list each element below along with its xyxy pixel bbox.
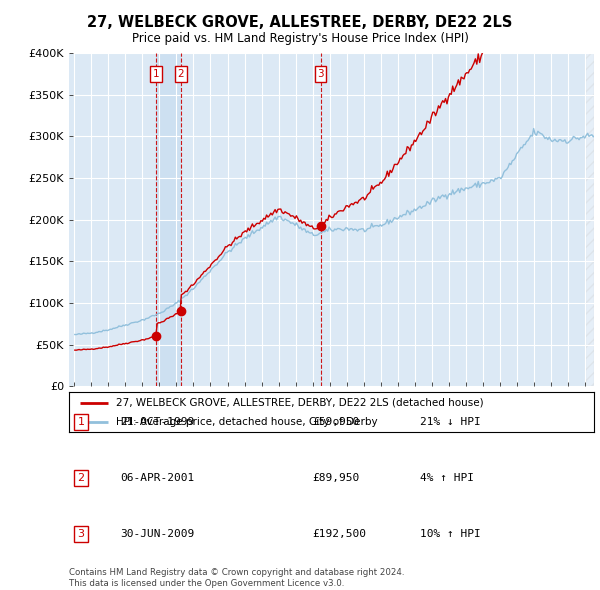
Bar [586,53,594,386]
Text: 06-APR-2001: 06-APR-2001 [120,473,194,483]
Text: 21% ↓ HPI: 21% ↓ HPI [420,417,481,427]
Text: £59,950: £59,950 [312,417,359,427]
Text: 1: 1 [152,69,159,79]
Text: 27, WELBECK GROVE, ALLESTREE, DERBY, DE22 2LS (detached house): 27, WELBECK GROVE, ALLESTREE, DERBY, DE2… [116,398,484,408]
Bar [181,53,320,386]
Text: 2: 2 [77,473,85,483]
Text: Price paid vs. HM Land Registry's House Price Index (HPI): Price paid vs. HM Land Registry's House … [131,32,469,45]
Text: This data is licensed under the Open Government Licence v3.0.: This data is licensed under the Open Gov… [69,579,344,588]
Text: 1: 1 [77,417,85,427]
Text: 21-OCT-1999: 21-OCT-1999 [120,417,194,427]
Text: £192,500: £192,500 [312,529,366,539]
Text: 3: 3 [317,69,324,79]
Text: HPI: Average price, detached house, City of Derby: HPI: Average price, detached house, City… [116,417,378,427]
Text: 27, WELBECK GROVE, ALLESTREE, DERBY, DE22 2LS: 27, WELBECK GROVE, ALLESTREE, DERBY, DE2… [88,15,512,30]
Text: 30-JUN-2009: 30-JUN-2009 [120,529,194,539]
Text: 4% ↑ HPI: 4% ↑ HPI [420,473,474,483]
Text: 3: 3 [77,529,85,539]
Bar [156,53,181,386]
Text: 10% ↑ HPI: 10% ↑ HPI [420,529,481,539]
Text: 2: 2 [178,69,184,79]
Text: Contains HM Land Registry data © Crown copyright and database right 2024.: Contains HM Land Registry data © Crown c… [69,568,404,576]
Text: £89,950: £89,950 [312,473,359,483]
